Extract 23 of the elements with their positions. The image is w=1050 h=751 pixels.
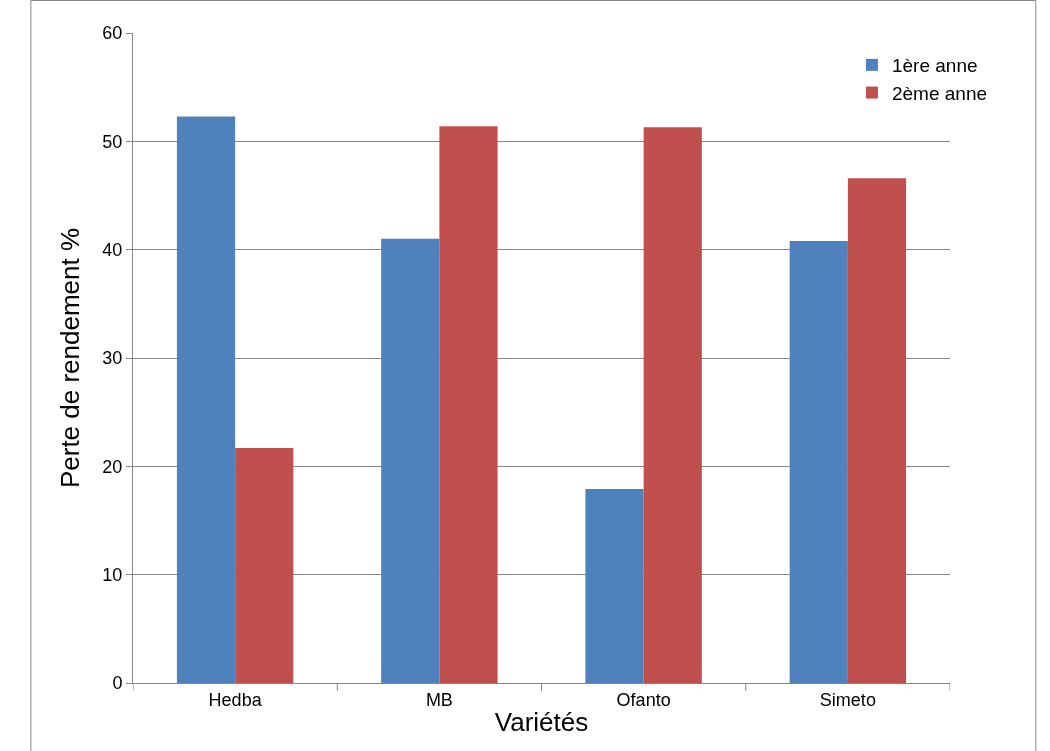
y-tick-label: 0 [112,673,123,694]
x-tick-label: MB [425,689,453,710]
bar [176,116,236,683]
x-axis-title: Variétés [494,707,589,738]
legend-label: 1ère anne [891,55,978,77]
x-tick-label: Hedba [208,689,263,710]
x-tick-label: Ofanto [616,689,671,710]
y-tick-label: 60 [102,23,123,44]
y-axis-title: Perte de rendement % [54,227,85,489]
bar [439,126,498,683]
bar [847,178,907,683]
bar [235,447,294,683]
y-tick-label: 10 [102,564,123,585]
x-tick-label: Simeto [819,689,876,710]
legend-label: 2ème anne [891,82,988,104]
bar [585,489,644,683]
bar [643,127,702,683]
y-tick-label: 50 [102,131,123,152]
y-tick-label: 20 [102,456,123,477]
y-tick-label: 40 [102,239,123,260]
y-tick-label: 30 [102,348,123,369]
bar [381,238,440,683]
bar [789,241,848,683]
